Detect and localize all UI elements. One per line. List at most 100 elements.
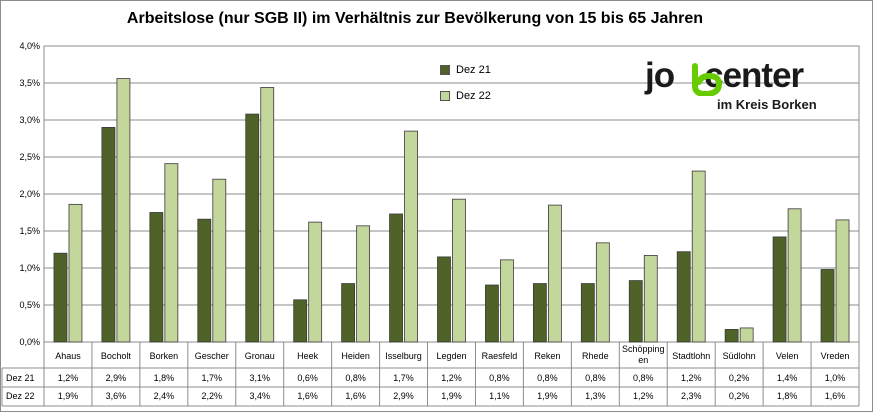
category-label: Schöpping: [622, 344, 665, 354]
data-label-dez21: 1,2%: [441, 373, 462, 383]
data-label-dez22: 2,4%: [154, 391, 175, 401]
data-label-dez21: 1,8%: [154, 373, 175, 383]
bar-dez21: [580, 283, 595, 343]
bar-dez21: [437, 256, 451, 343]
data-label-dez21: 0,6%: [297, 373, 318, 383]
bar-dez21: [820, 269, 835, 343]
bar-dez21: [724, 329, 739, 343]
legend-entry-dez21: Dez 21: [440, 64, 491, 76]
category-label: Gescher: [195, 351, 229, 361]
table-row-label: Dez 21: [6, 373, 35, 383]
y-tick-label: 0,0%: [19, 337, 40, 347]
bar-dez21: [149, 212, 164, 343]
category-label: Heek: [297, 351, 319, 361]
data-label-dez22: 1,8%: [777, 391, 798, 401]
y-tick-label: 1,5%: [19, 226, 40, 236]
category-label: Legden: [436, 351, 466, 361]
y-tick-label: 1,0%: [19, 263, 40, 273]
category-label: Velen: [776, 351, 799, 361]
data-label-dez21: 0,8%: [489, 373, 510, 383]
category-label: Isselburg: [385, 351, 422, 361]
bar-dez21: [676, 251, 691, 343]
category-label: Ahaus: [55, 351, 81, 361]
bar-dez22: [691, 170, 706, 343]
data-label-dez21: 1,7%: [393, 373, 414, 383]
bar-dez22: [404, 130, 418, 343]
legend-swatch-dez21: [440, 65, 450, 75]
data-label-dez21: 0,8%: [345, 373, 366, 383]
y-tick-label: 3,0%: [19, 115, 40, 125]
bar-dez22: [787, 208, 802, 343]
bar-dez21: [53, 252, 68, 343]
y-tick-label: 4,0%: [19, 41, 40, 51]
data-label-dez22: 1,9%: [537, 391, 558, 401]
bar-dez21: [293, 299, 308, 343]
category-label: Heiden: [341, 351, 370, 361]
legend-swatch-dez22: [440, 91, 450, 101]
category-label: Stadtlohn: [672, 351, 710, 361]
data-label-dez21: 0,8%: [585, 373, 606, 383]
bar-dez22: [212, 178, 227, 343]
bar-dez21: [772, 236, 787, 343]
bar-dez21: [628, 280, 643, 343]
data-label-dez22: 0,2%: [729, 391, 750, 401]
data-label-dez21: 1,0%: [825, 373, 846, 383]
bar-dez21: [341, 283, 356, 343]
category-label: Vreden: [821, 351, 850, 361]
y-tick-label: 0,5%: [19, 300, 40, 310]
data-label-dez21: 3,1%: [249, 373, 270, 383]
data-label-dez22: 3,4%: [249, 391, 270, 401]
category-label: Raesfeld: [482, 351, 518, 361]
data-label-dez22: 1,6%: [345, 391, 366, 401]
category-label: Gronau: [245, 351, 275, 361]
bar-dez21: [245, 113, 260, 343]
y-tick-label: 2,0%: [19, 189, 40, 199]
y-tick-label: 2,5%: [19, 152, 40, 162]
bar-dez21: [101, 127, 116, 343]
bar-dez22: [260, 87, 275, 343]
jobcenter-logo: jo center im Kreis Borken: [645, 58, 850, 116]
legend-entry-dez22: Dez 22: [440, 90, 491, 102]
legend-label-dez21: Dez 21: [456, 64, 491, 76]
category-label: Südlohn: [723, 351, 756, 361]
bar-dez22: [356, 225, 371, 343]
data-label-dez22: 1,9%: [441, 391, 462, 401]
bar-dez22: [116, 78, 131, 343]
data-label-dez21: 1,4%: [777, 373, 798, 383]
data-label-dez21: 0,8%: [537, 373, 558, 383]
category-label: Rhede: [582, 351, 609, 361]
bar-dez22: [835, 219, 850, 343]
bar-dez22: [739, 327, 754, 343]
category-label: en: [638, 355, 648, 365]
bar-dez21: [197, 218, 212, 343]
bar-dez22: [643, 255, 658, 343]
logo-swoosh-icon: [692, 63, 723, 96]
chart-title: Arbeitslose (nur SGB II) im Verhältnis z…: [126, 10, 704, 27]
bar-dez22: [68, 203, 83, 343]
table-row-label: Dez 22: [6, 391, 35, 401]
data-label-dez21: 1,2%: [681, 373, 702, 383]
legend-label-dez22: Dez 22: [456, 90, 491, 102]
data-label-dez22: 1,6%: [825, 391, 846, 401]
plot-area-border: [43, 45, 860, 343]
data-label-dez22: 1,6%: [297, 391, 318, 401]
bar-dez22: [308, 221, 323, 343]
y-tick-label: 3,5%: [19, 78, 40, 88]
data-label-dez21: 1,7%: [202, 373, 223, 383]
bar-dez22: [452, 198, 466, 343]
bar-dez21: [532, 283, 547, 343]
bar-dez22: [595, 242, 610, 343]
data-label-dez22: 3,6%: [106, 391, 127, 401]
category-label: Borken: [150, 351, 179, 361]
data-label-dez21: 2,9%: [106, 373, 127, 383]
data-label-dez21: 0,2%: [729, 373, 750, 383]
category-label: Bocholt: [101, 351, 132, 361]
data-label-dez21: 0,8%: [633, 373, 654, 383]
data-label-dez22: 1,3%: [585, 391, 606, 401]
bar-dez21: [485, 284, 499, 343]
data-label-dez22: 1,9%: [58, 391, 79, 401]
bar-dez22: [547, 204, 562, 343]
data-label-dez22: 2,3%: [681, 391, 702, 401]
